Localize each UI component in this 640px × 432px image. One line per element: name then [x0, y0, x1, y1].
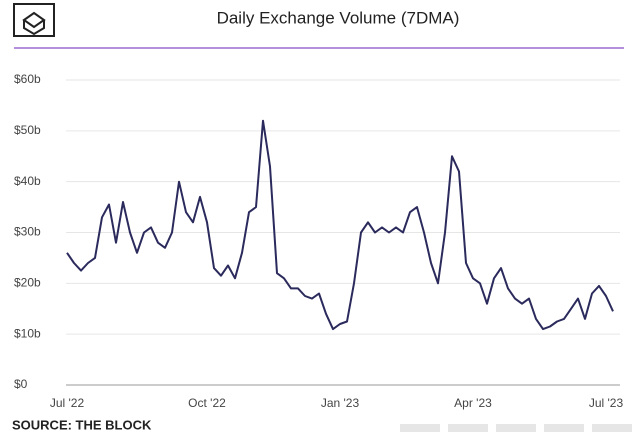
footer-buttons — [400, 424, 632, 432]
x-tick-label: Jul '22 — [50, 396, 85, 410]
y-tick-label: $10b — [14, 326, 41, 340]
x-tick-label: Jul '23 — [589, 396, 624, 410]
y-tick-label: $40b — [14, 174, 41, 188]
x-tick-label: Jan '23 — [321, 396, 360, 410]
y-tick-label: $50b — [14, 123, 41, 137]
logo — [13, 3, 55, 37]
x-tick-label: Apr '23 — [454, 396, 492, 410]
x-tick-label: Oct '22 — [188, 396, 226, 410]
y-tick-label: $60b — [14, 72, 41, 86]
y-tick-label: $20b — [14, 276, 41, 290]
line — [66, 119, 614, 331]
y-tick-label: $30b — [14, 225, 41, 239]
source: SOURCE: THE BLOCK — [12, 417, 152, 432]
chart-title: Daily Exchange Volume (7DMA) — [217, 8, 460, 27]
y-tick-label: $0 — [14, 377, 28, 391]
